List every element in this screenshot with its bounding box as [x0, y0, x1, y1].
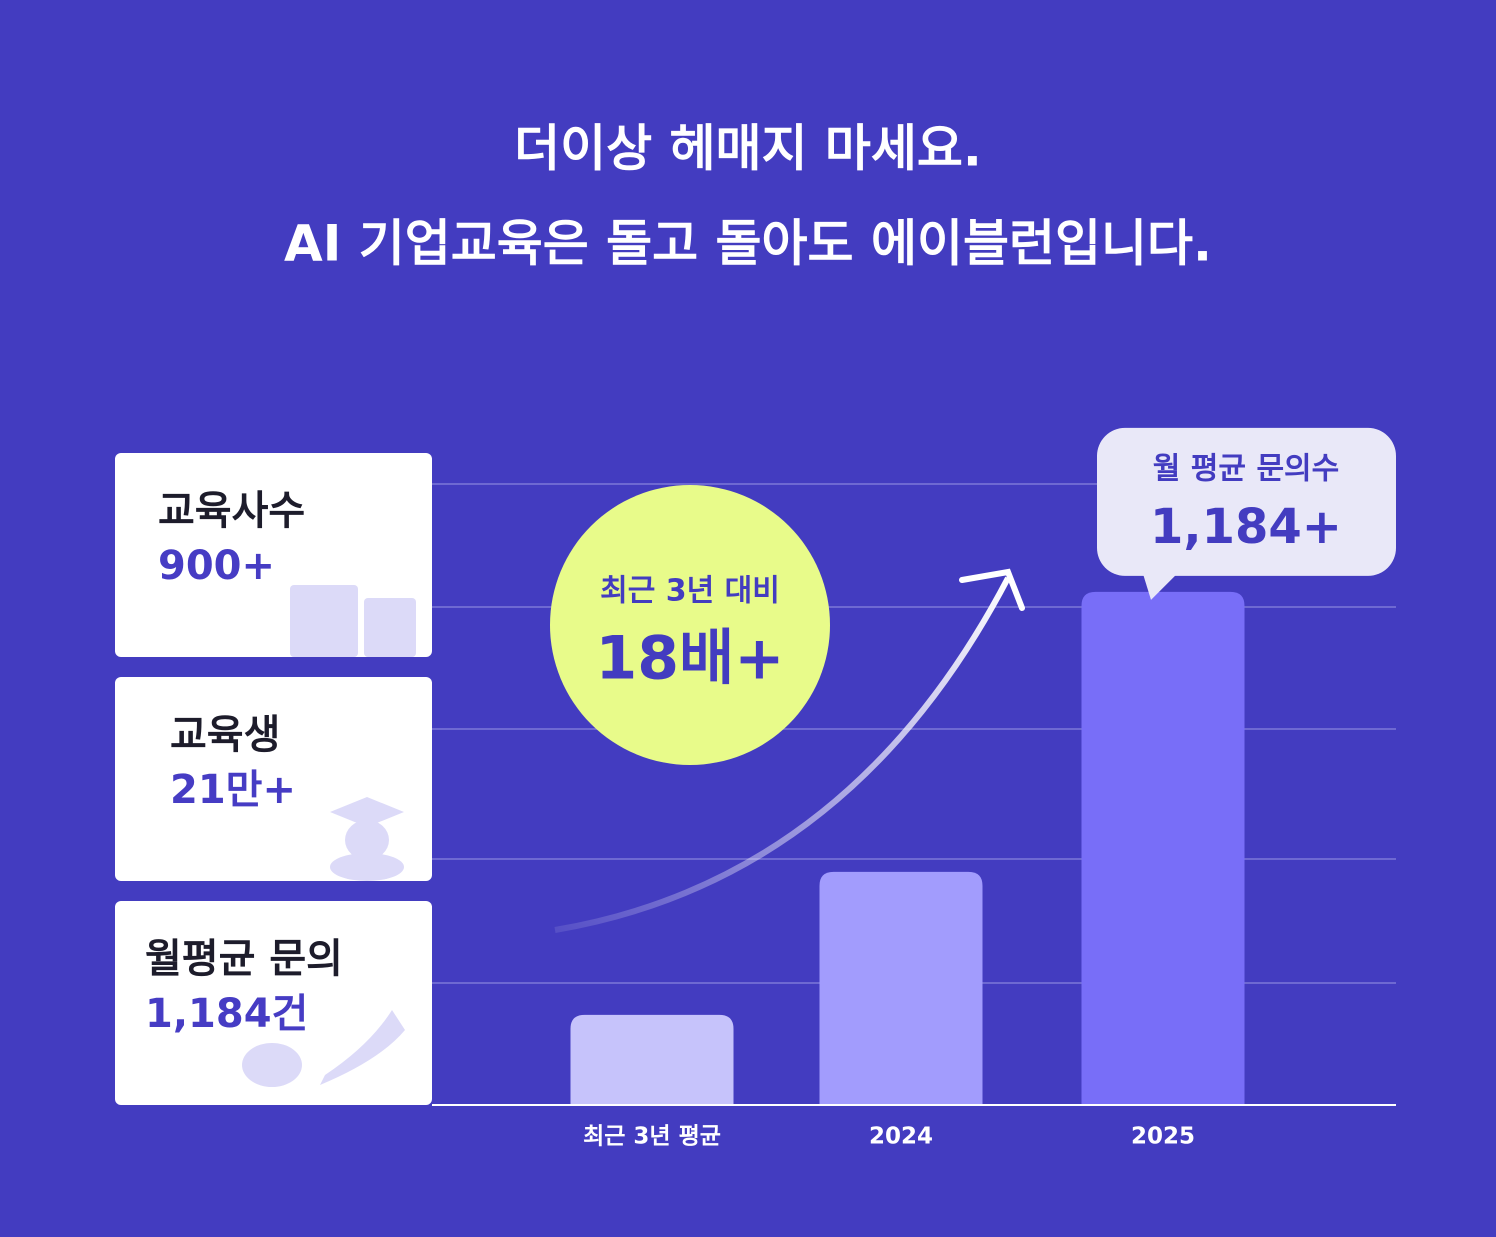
callout-tail — [1143, 573, 1177, 600]
title-line: 더이상 헤매지 마세요. — [514, 120, 982, 178]
callout: 월 평균 문의수 1,184+ — [1097, 427, 1396, 600]
title-line: AI 기업교육은 돌고 돌아도 에이블런입니다. — [284, 215, 1212, 273]
badge-label: 최근 3년 대비 — [600, 574, 780, 609]
card-value: 900+ — [158, 543, 275, 589]
bar — [570, 1014, 734, 1105]
card: 교육사수 900+ — [115, 453, 432, 657]
badge-value: 18배+ — [596, 624, 785, 694]
card: 교육생 21만+ — [115, 677, 432, 881]
card-value: 1,184건 — [145, 991, 308, 1037]
card-label: 월평균 문의 — [145, 936, 343, 982]
bar — [1081, 591, 1245, 1105]
trend-arrow — [554, 576, 1011, 933]
x-tick-label: 최근 3년 평균 — [583, 1124, 721, 1150]
callout-title: 월 평균 문의수 — [1153, 451, 1340, 486]
card-label: 교육사수 — [158, 488, 305, 534]
badge — [550, 485, 830, 765]
card-label: 교육생 — [170, 712, 280, 758]
x-tick-label: 2024 — [869, 1124, 933, 1150]
bars: 최근 3년 평균 2024 2025 월 평균 문의수 1,184+ — [570, 427, 1396, 1150]
value-label: 1,184+ — [1150, 499, 1342, 555]
callout-box — [1097, 427, 1396, 576]
card-value: 21만+ — [170, 767, 296, 813]
card: 월평균 문의 1,184건 — [115, 901, 432, 1105]
bar — [819, 871, 983, 1105]
arrow-head — [959, 568, 1025, 611]
x-tick-label: 2025 — [1131, 1124, 1195, 1150]
